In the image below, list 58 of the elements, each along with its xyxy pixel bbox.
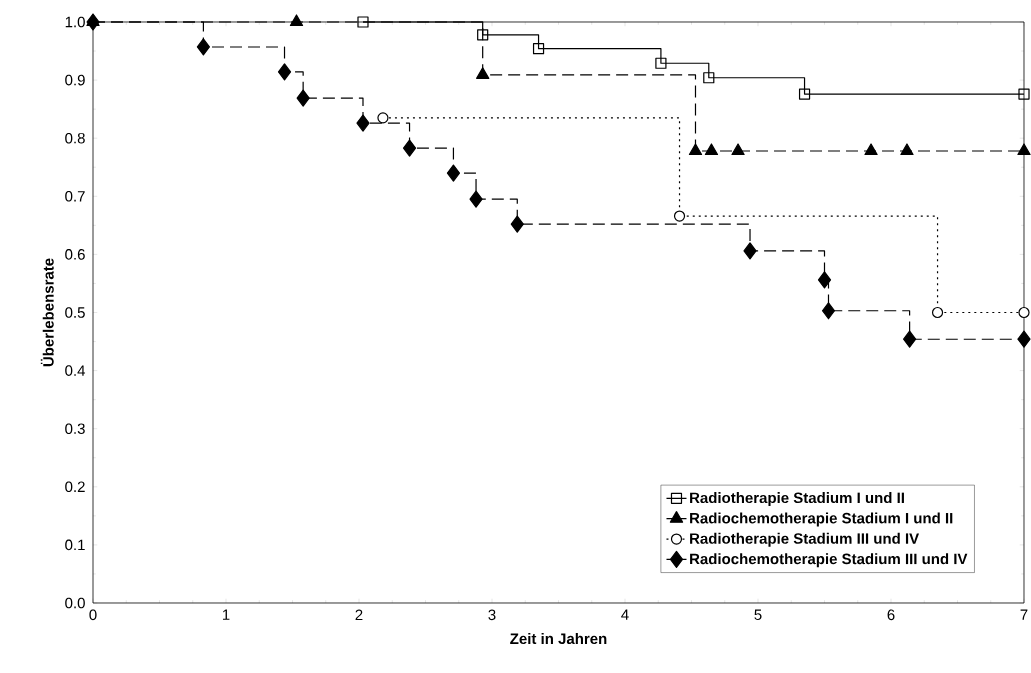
point [817, 271, 832, 289]
point [1018, 88, 1030, 100]
point [289, 14, 304, 27]
point [469, 190, 483, 208]
point [688, 143, 703, 156]
y-tick-label: 0.2 [65, 481, 85, 493]
legend-label: Radiochemotherapie Stadium I und II [690, 512, 953, 527]
point [903, 330, 917, 348]
point [798, 88, 811, 100]
point [1018, 306, 1030, 319]
point [86, 13, 100, 31]
x-tick-label: 6 [887, 609, 895, 621]
y-tick-label: 0.6 [65, 249, 85, 260]
y-tick-label: 0.4 [65, 365, 86, 376]
point [900, 143, 914, 156]
point [196, 38, 210, 56]
x-tick-label: 2 [355, 609, 363, 621]
x-tick-label: 1 [222, 609, 230, 620]
point [296, 89, 310, 107]
point [476, 67, 490, 79]
point [673, 210, 686, 222]
point [402, 139, 417, 157]
point [446, 164, 461, 182]
point [357, 16, 369, 28]
x-tick-label: 4 [621, 609, 629, 620]
y-tick-label: 0.3 [65, 423, 85, 434]
point [477, 29, 489, 41]
point [931, 306, 944, 319]
point [277, 63, 292, 81]
point [510, 215, 524, 233]
point [1017, 143, 1031, 156]
x-axis-title: Zeit in Jahren [510, 633, 607, 645]
point [655, 57, 667, 69]
y-tick-label: 0.0 [65, 597, 85, 609]
legend-label: Radiotherapie Stadium I und II [690, 492, 904, 507]
point [377, 112, 389, 124]
y-axis-title: Überlebensrate [40, 258, 54, 367]
point [704, 143, 719, 156]
point [731, 143, 745, 156]
x-tick-label: 0 [89, 609, 97, 621]
point [864, 143, 878, 156]
x-tick-label: 7 [1020, 609, 1028, 620]
x-tick-label: 5 [754, 609, 762, 620]
y-tick-label: 0.1 [65, 539, 85, 551]
y-tick-label: 0.9 [65, 74, 85, 86]
y-tick-label: 0.7 [65, 190, 85, 202]
point [703, 72, 715, 84]
legend-label: Radiochemotherapie Stadium III und IV [690, 553, 968, 568]
y-tick-label: 0.8 [65, 132, 85, 144]
point [1017, 330, 1031, 348]
x-tick-label: 3 [488, 609, 496, 621]
point [821, 302, 836, 320]
point [532, 43, 545, 55]
point [356, 114, 370, 132]
y-tick-label: 0.5 [65, 307, 85, 318]
y-tick-label: 1.0 [65, 16, 85, 28]
point [743, 242, 757, 260]
legend-label: Radiotherapie Stadium III und IV [690, 532, 920, 547]
